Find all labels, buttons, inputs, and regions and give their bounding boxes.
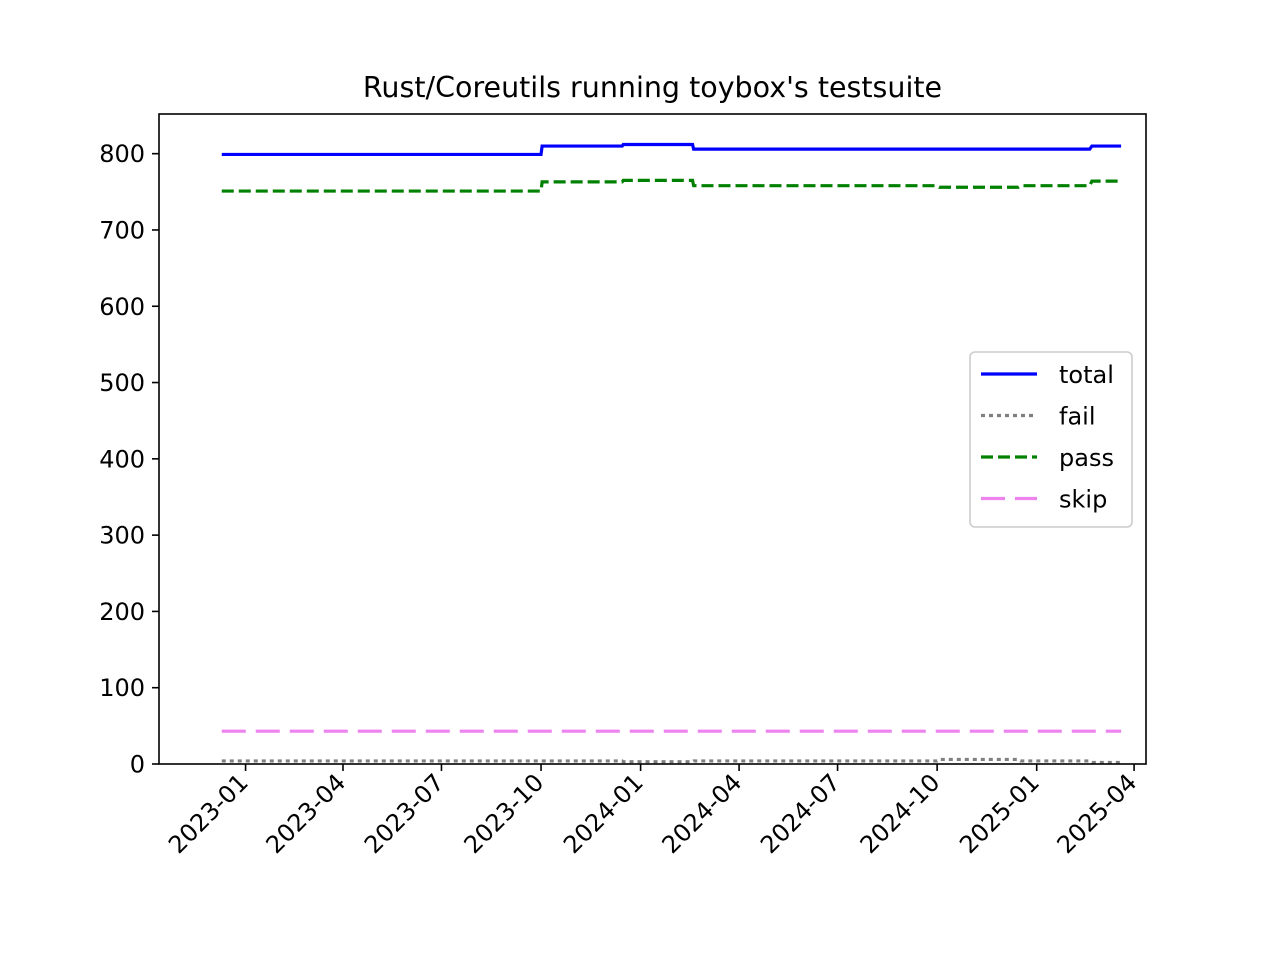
y-tick-label: 400 xyxy=(99,445,145,473)
y-tick-label: 700 xyxy=(99,216,145,244)
y-tick-label: 300 xyxy=(99,522,145,550)
legend-label-fail: fail xyxy=(1059,403,1096,431)
y-tick-label: 500 xyxy=(99,369,145,397)
series-line-total xyxy=(221,142,1122,157)
y-tick-label: 100 xyxy=(99,674,145,702)
legend-label-total: total xyxy=(1059,361,1114,389)
legend-box xyxy=(969,351,1133,528)
y-axis: 0 100 200 300 400 500 600 700 800 xyxy=(99,140,159,779)
y-tick-label: 800 xyxy=(99,140,145,168)
legend-label-pass: pass xyxy=(1059,444,1114,472)
y-tick-label: 600 xyxy=(99,293,145,321)
y-tick-label: 0 xyxy=(130,751,145,779)
y-tick-label: 200 xyxy=(99,598,145,626)
legend-label-skip: skip xyxy=(1059,486,1107,514)
plot-frame xyxy=(158,113,1147,765)
series-line-fail xyxy=(221,757,1122,765)
series-layer xyxy=(221,142,1122,765)
legend: total fail pass skip xyxy=(969,351,1133,528)
series-line-pass xyxy=(221,178,1122,193)
chart-title: Rust/Coreutils running toybox's testsuit… xyxy=(363,71,942,104)
